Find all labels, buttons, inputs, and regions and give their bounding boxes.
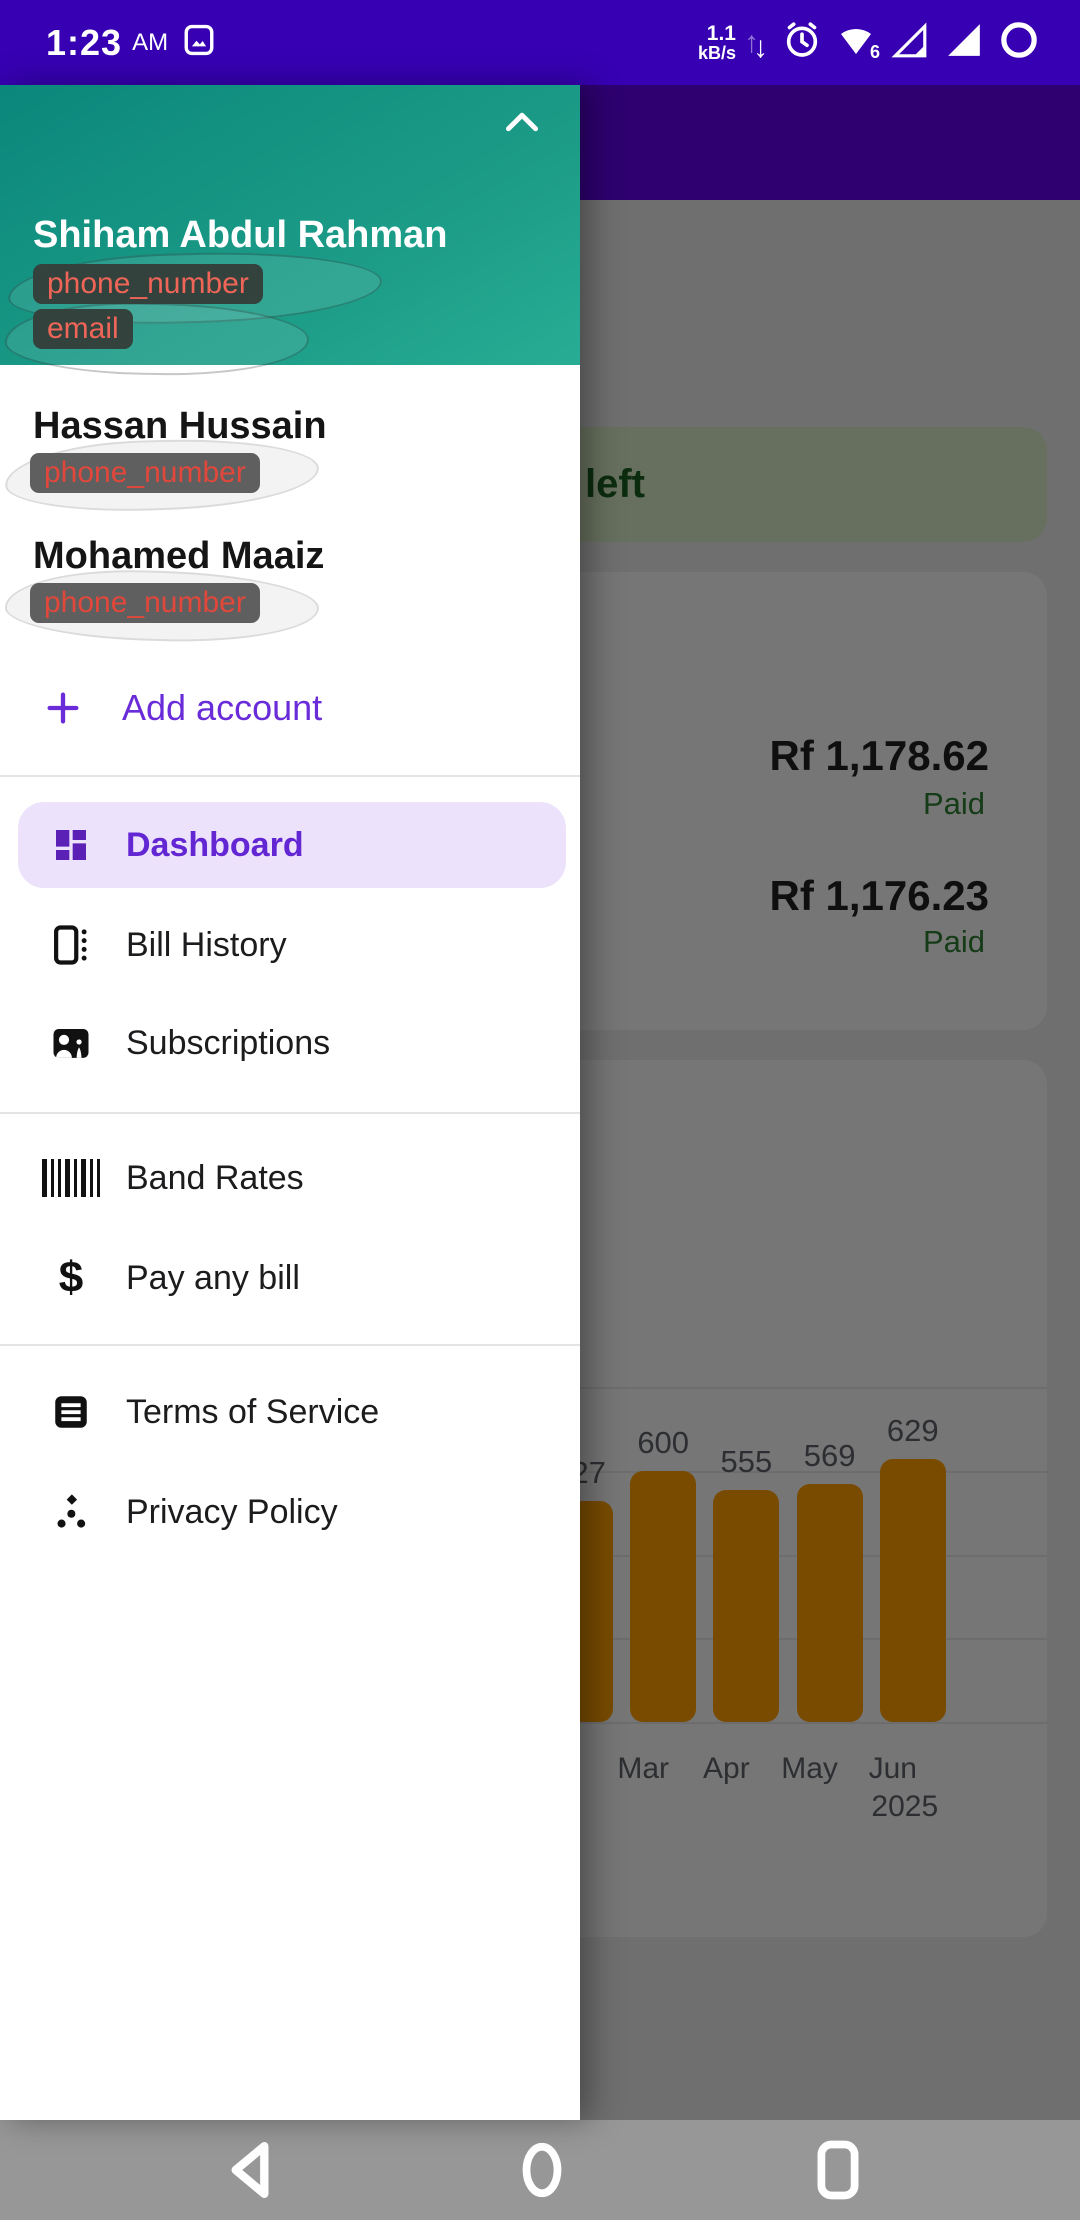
alarm-icon bbox=[782, 20, 822, 65]
drawer-item-dashboard[interactable]: Dashboard bbox=[18, 802, 566, 888]
barcode-icon bbox=[42, 1155, 100, 1201]
redacted-phone-chip: phone_number bbox=[30, 453, 260, 493]
divider bbox=[0, 1344, 580, 1346]
subscriptions-icon bbox=[48, 1020, 94, 1066]
clock-time: 1:23 bbox=[46, 21, 123, 63]
collapse-accounts-button[interactable] bbox=[500, 105, 544, 139]
signal-sim2-icon bbox=[944, 21, 984, 64]
back-button[interactable] bbox=[190, 2120, 310, 2220]
navigation-drawer: Shiham Abdul Rahman phone_number email H… bbox=[0, 85, 580, 2120]
network-speed: 1.1 kB/s bbox=[697, 22, 736, 63]
drawer-header: Shiham Abdul Rahman phone_number email bbox=[0, 85, 580, 378]
dashboard-icon bbox=[48, 822, 94, 868]
redacted-email-chip: email bbox=[33, 309, 133, 349]
drawer-item-label: Band Rates bbox=[126, 1158, 304, 1197]
traffic-arrows-icon: ↑ ↓ bbox=[744, 25, 768, 64]
plus-icon bbox=[40, 685, 86, 731]
dollar-icon: $ bbox=[58, 1253, 84, 1302]
account-name[interactable]: Mohamed Maaiz bbox=[33, 535, 325, 577]
redacted-phone-chip: phone_number bbox=[30, 583, 260, 623]
recents-button[interactable] bbox=[778, 2120, 898, 2220]
status-bar: 1:23 AM 1.1 kB/s ↑ ↓ 6 bbox=[0, 0, 1080, 85]
drawer-item-bill-history[interactable]: Bill History bbox=[0, 895, 580, 995]
drawer-item-label: Terms of Service bbox=[126, 1392, 380, 1431]
drawer-item-label: Dashboard bbox=[126, 825, 304, 864]
drawer-item-terms-of-service[interactable]: Terms of Service bbox=[0, 1362, 580, 1462]
drawer-item-subscriptions[interactable]: Subscriptions bbox=[0, 993, 580, 1093]
drawer-item-label: Privacy Policy bbox=[126, 1492, 338, 1531]
add-account-button[interactable]: Add account bbox=[0, 658, 580, 758]
terms-document-icon bbox=[48, 1389, 94, 1435]
drawer-item-label: Bill History bbox=[126, 925, 287, 964]
status-right: 1.1 kB/s ↑ ↓ 6 bbox=[698, 19, 1080, 66]
data-saver-circle-icon bbox=[998, 19, 1040, 66]
status-left: 1:23 AM bbox=[0, 22, 216, 64]
redacted-phone-chip: phone_number bbox=[33, 264, 263, 304]
system-navigation-bar bbox=[0, 2120, 1080, 2220]
drawer-item-privacy-policy[interactable]: Privacy Policy bbox=[0, 1462, 580, 1562]
clock-meridiem: AM bbox=[132, 28, 169, 56]
divider bbox=[0, 775, 580, 777]
chevron-up-icon bbox=[505, 112, 539, 132]
drawer-item-label: Pay any bill bbox=[126, 1258, 300, 1297]
privacy-dots-icon bbox=[48, 1489, 94, 1535]
drawer-item-pay-any-bill[interactable]: $ Pay any bill bbox=[0, 1228, 580, 1328]
wifi-icon: 6 bbox=[836, 22, 880, 63]
drawer-item-label: Subscriptions bbox=[126, 1023, 331, 1062]
active-account-name: Shiham Abdul Rahman bbox=[33, 214, 448, 256]
signal-sim1-icon bbox=[890, 21, 930, 64]
drawer-item-band-rates[interactable]: Band Rates bbox=[0, 1128, 580, 1228]
screenshot-photo-icon bbox=[182, 23, 216, 62]
divider bbox=[0, 1112, 580, 1114]
home-button[interactable] bbox=[482, 2120, 602, 2220]
add-account-label: Add account bbox=[122, 687, 323, 728]
bill-history-icon bbox=[48, 922, 94, 968]
